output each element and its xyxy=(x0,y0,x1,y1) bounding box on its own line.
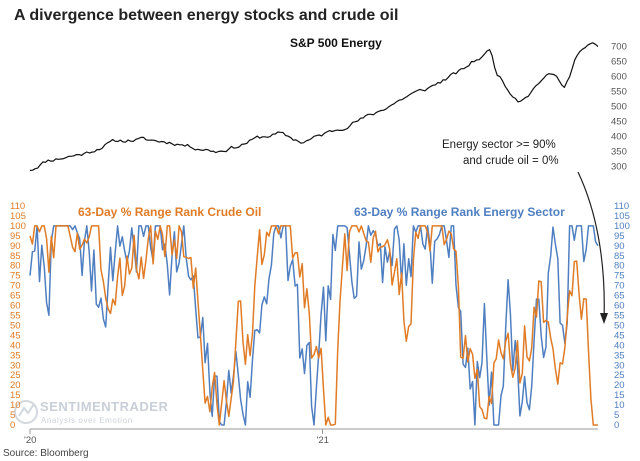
left-y-tick-label: 40 xyxy=(10,340,21,351)
left-y-axis-ticks: 0510152025303540455055606570758085909510… xyxy=(10,201,26,431)
left-y-tick-label: 25 xyxy=(10,370,21,381)
left-y-tick-label: 105 xyxy=(10,211,26,222)
left-y-tick-label: 10 xyxy=(10,400,21,411)
annotation-line-2: and crude oil = 0% xyxy=(463,155,559,167)
left-y-tick-label: 45 xyxy=(10,330,21,341)
left-y-tick-label: 60 xyxy=(10,301,21,312)
top-y-tick-label: 600 xyxy=(611,72,627,83)
top-panel: 300 350 400 450 500 550 600 650 700 S&P 500 Ener… xyxy=(29,36,627,173)
x-axis-ticks: '20 '21 xyxy=(24,429,329,446)
top-y-tick-label: 350 xyxy=(611,147,627,158)
top-y-tick-label: 650 xyxy=(611,57,627,68)
right-y-tick-label: 0 xyxy=(614,420,619,431)
right-y-tick-label: 85 xyxy=(614,251,625,262)
left-y-tick-label: 95 xyxy=(10,231,21,242)
top-y-tick-label: 300 xyxy=(611,162,627,173)
source-note: Source: Bloomberg xyxy=(3,448,89,459)
watermark-chart-icon xyxy=(18,403,35,417)
left-y-tick-label: 90 xyxy=(10,241,21,252)
right-y-tick-label: 30 xyxy=(614,360,625,371)
arrow-head-icon xyxy=(600,313,608,324)
right-y-tick-label: 10 xyxy=(614,400,625,411)
annotation-arrow xyxy=(577,171,605,321)
right-y-tick-label: 25 xyxy=(614,370,625,381)
right-y-tick-label: 50 xyxy=(614,320,625,331)
right-y-tick-label: 45 xyxy=(614,330,625,341)
top-y-tick-label: 700 xyxy=(611,42,627,53)
right-y-tick-label: 20 xyxy=(614,380,625,391)
annotation-line-1: Energy sector >= 90% xyxy=(442,139,556,151)
right-y-tick-label: 95 xyxy=(614,231,625,242)
right-y-tick-label: 60 xyxy=(614,301,625,312)
right-y-tick-label: 105 xyxy=(614,211,630,222)
left-y-tick-label: 0 xyxy=(10,420,15,431)
right-y-tick-label: 55 xyxy=(614,311,625,322)
right-y-tick-label: 65 xyxy=(614,291,625,302)
top-y-tick-label: 400 xyxy=(611,132,627,143)
right-y-tick-label: 15 xyxy=(614,390,625,401)
right-y-tick-label: 35 xyxy=(614,350,625,361)
watermark-logo-icon xyxy=(14,400,38,424)
energy-series-label: S&P 500 Energy xyxy=(290,36,382,50)
left-y-tick-label: 80 xyxy=(10,261,21,272)
right-y-tick-label: 70 xyxy=(614,281,625,292)
right-y-tick-label: 100 xyxy=(614,221,630,232)
energy-price-line xyxy=(29,42,599,171)
left-y-tick-label: 75 xyxy=(10,271,21,282)
right-y-tick-label: 80 xyxy=(614,261,625,272)
left-y-tick-label: 85 xyxy=(10,251,21,262)
left-y-tick-label: 110 xyxy=(10,201,25,212)
energy-sector-rank-line xyxy=(29,225,599,426)
left-y-tick-label: 55 xyxy=(10,311,21,322)
top-y-tick-label: 450 xyxy=(611,117,627,128)
left-y-tick-label: 20 xyxy=(10,380,21,391)
right-y-tick-label: 110 xyxy=(614,201,629,212)
right-y-tick-label: 40 xyxy=(614,340,625,351)
watermark-brand: SENTIMENTRADER xyxy=(40,399,168,414)
left-y-tick-label: 50 xyxy=(10,320,21,331)
right-y-tick-label: 75 xyxy=(614,271,625,282)
left-y-tick-label: 35 xyxy=(10,350,21,361)
left-y-tick-label: 100 xyxy=(10,221,26,232)
bottom-panel: SENTIMENTRADER Analysis over Emotion 051… xyxy=(10,201,630,446)
crude-series-label: 63-Day % Range Rank Crude Oil xyxy=(78,205,261,219)
x-tick-label: '20 xyxy=(24,435,36,446)
left-y-tick-label: 65 xyxy=(10,291,21,302)
left-y-tick-label: 30 xyxy=(10,360,21,371)
left-y-tick-label: 15 xyxy=(10,390,21,401)
x-tick-label: '21 xyxy=(317,435,329,446)
right-y-tick-label: 5 xyxy=(614,410,619,421)
crude-oil-rank-line xyxy=(29,225,598,426)
right-y-tick-label: 90 xyxy=(614,241,625,252)
left-y-tick-label: 70 xyxy=(10,281,21,292)
top-y-axis-ticks: 300 350 400 450 500 550 600 650 700 xyxy=(611,42,627,173)
chart-title: A divergence between energy stocks and c… xyxy=(14,7,398,24)
top-y-tick-label: 550 xyxy=(611,87,627,98)
energy-sector-series-label: 63-Day % Range Rank Energy Sector xyxy=(354,205,565,219)
watermark: SENTIMENTRADER Analysis over Emotion xyxy=(14,399,168,425)
watermark-tagline: Analysis over Emotion xyxy=(41,416,133,425)
annotation: Energy sector >= 90% and crude oil = 0% xyxy=(442,139,608,324)
left-y-tick-label: 5 xyxy=(10,410,15,421)
top-y-tick-label: 500 xyxy=(611,102,627,113)
right-y-axis-ticks: 0510152025303540455055606570758085909510… xyxy=(614,201,630,431)
